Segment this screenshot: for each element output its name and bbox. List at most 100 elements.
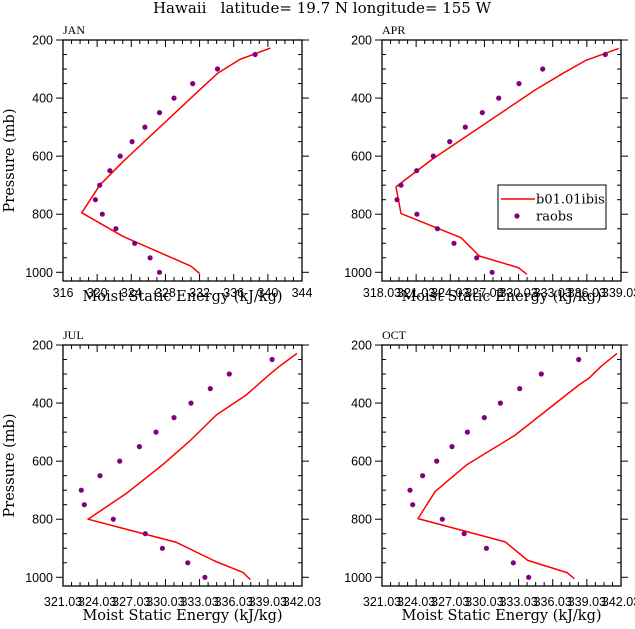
raobs-point — [78, 487, 84, 493]
x-tick-label: 324.03 — [431, 286, 469, 300]
x-axis-title: Moist Static Energy (kJ/kg) — [401, 608, 601, 624]
raobs-point — [474, 255, 480, 261]
x-tick-label: 339.03 — [568, 595, 606, 609]
y-tick-label: 800 — [351, 208, 372, 222]
x-tick-label: 344 — [292, 286, 313, 300]
y-tick-label: 600 — [32, 150, 53, 164]
raobs-point — [107, 168, 113, 174]
raobs-point — [538, 371, 544, 377]
model-line-b01.01ibis — [395, 47, 619, 275]
x-tick-label: 324 — [121, 286, 142, 300]
raobs-point — [430, 153, 436, 159]
x-tick-label: 324.03 — [78, 595, 116, 609]
x-tick-label: 339.03 — [249, 595, 287, 609]
panel-jan: JAN 316 320 324 328 332 336 340 344 200 400 600 800 1… — [2, 23, 312, 305]
panel-apr: APR318.03321.03324.03327.03330.03333.033… — [344, 23, 635, 305]
y-tick-label: 800 — [32, 208, 53, 222]
raobs-point — [410, 502, 416, 508]
plot-data — [394, 47, 619, 275]
x-tick-label: 320 — [87, 286, 108, 300]
x-tick-label: 333.03 — [180, 595, 218, 609]
raobs-point — [113, 226, 119, 232]
raobs-point — [398, 182, 404, 188]
raobs-point — [129, 139, 135, 145]
panel-label: APR — [382, 23, 405, 37]
x-tick-label: 327.03 — [431, 595, 469, 609]
x-axis-title: Moist Static Energy (kJ/kg) — [82, 289, 282, 305]
raobs-point — [407, 487, 413, 493]
model-line-b01.01ibis — [417, 352, 618, 580]
raobs-point — [496, 95, 502, 101]
raobs-point — [190, 81, 196, 87]
raobs-point — [481, 415, 487, 421]
raobs-point — [464, 429, 470, 435]
y-tick-label: 1000 — [25, 266, 53, 280]
y-tick-label: 600 — [351, 150, 372, 164]
raobs-point — [414, 211, 420, 217]
y-tick-label: 800 — [351, 513, 372, 527]
raobs-point — [526, 574, 532, 580]
y-axis-title: Pressure (mb) — [2, 109, 18, 213]
y-tick-label: 1000 — [344, 266, 372, 280]
plot-data — [407, 352, 618, 580]
x-tick-label: 318.03 — [363, 286, 401, 300]
figure-title: Hawaii latitude= 19.7 N longitude= 155 W — [153, 0, 492, 17]
y-axis-title: Pressure (mb) — [2, 414, 18, 518]
x-tick-label: 321.03 — [397, 286, 435, 300]
raobs-point — [447, 139, 453, 145]
y-tick-label: 1000 — [25, 571, 53, 585]
raobs-point — [81, 502, 87, 508]
y-tick-label: 1000 — [344, 571, 372, 585]
raobs-point — [576, 356, 582, 363]
x-tick-label: 332 — [189, 286, 210, 300]
x-tick-label: 342.03 — [283, 595, 321, 609]
raobs-point — [439, 516, 445, 522]
x-tick-label: 330.03 — [465, 595, 503, 609]
raobs-point — [97, 182, 103, 188]
legend: b01.01ibis raobs — [497, 184, 607, 230]
plot-data — [78, 352, 298, 581]
raobs-point — [159, 545, 165, 551]
legend-label-model: b01.01ibis — [536, 193, 605, 208]
raobs-point — [136, 444, 142, 450]
raobs-point — [540, 66, 546, 72]
model-line-b01.01ibis — [81, 47, 271, 275]
x-axis-title: Moist Static Energy (kJ/kg) — [401, 289, 601, 305]
x-tick-label: 340 — [257, 286, 278, 300]
x-tick-label: 336.03 — [534, 595, 572, 609]
panel-oct: OCT321.03324.03327.03330.03333.03336.033… — [344, 328, 635, 624]
raobs-point — [462, 124, 468, 130]
raobs-point — [414, 168, 420, 174]
x-tick-label: 342.03 — [602, 595, 635, 609]
x-tick-label: 328 — [155, 286, 176, 300]
raobs-point — [461, 531, 467, 537]
y-tick-label: 600 — [351, 455, 372, 469]
y-tick-label: 200 — [351, 339, 372, 353]
raobs-point — [252, 51, 258, 58]
raobs-point — [142, 124, 148, 130]
raobs-point — [516, 81, 522, 87]
panel-label: OCT — [382, 328, 407, 342]
legend-marker-swatch — [514, 213, 520, 219]
raobs-point — [110, 516, 116, 522]
raobs-point — [269, 356, 275, 363]
x-tick-label: 330.03 — [146, 595, 184, 609]
x-tick-label: 336.03 — [568, 286, 606, 300]
panel-label: JAN — [63, 23, 85, 37]
x-tick-label: 327.03 — [465, 286, 503, 300]
y-tick-label: 400 — [351, 397, 372, 411]
raobs-point — [171, 415, 177, 421]
legend-label-raobs: raobs — [536, 210, 573, 225]
y-tick-label: 800 — [32, 513, 53, 527]
y-tick-label: 400 — [351, 92, 372, 106]
raobs-point — [97, 473, 103, 479]
plot-data — [81, 47, 271, 275]
raobs-point — [434, 226, 440, 232]
raobs-point — [153, 429, 159, 435]
y-tick-label: 200 — [32, 34, 53, 48]
x-tick-label: 339.03 — [602, 286, 635, 300]
x-tick-label: 321.03 — [363, 595, 401, 609]
raobs-point — [92, 197, 98, 203]
raobs-point — [117, 458, 123, 464]
